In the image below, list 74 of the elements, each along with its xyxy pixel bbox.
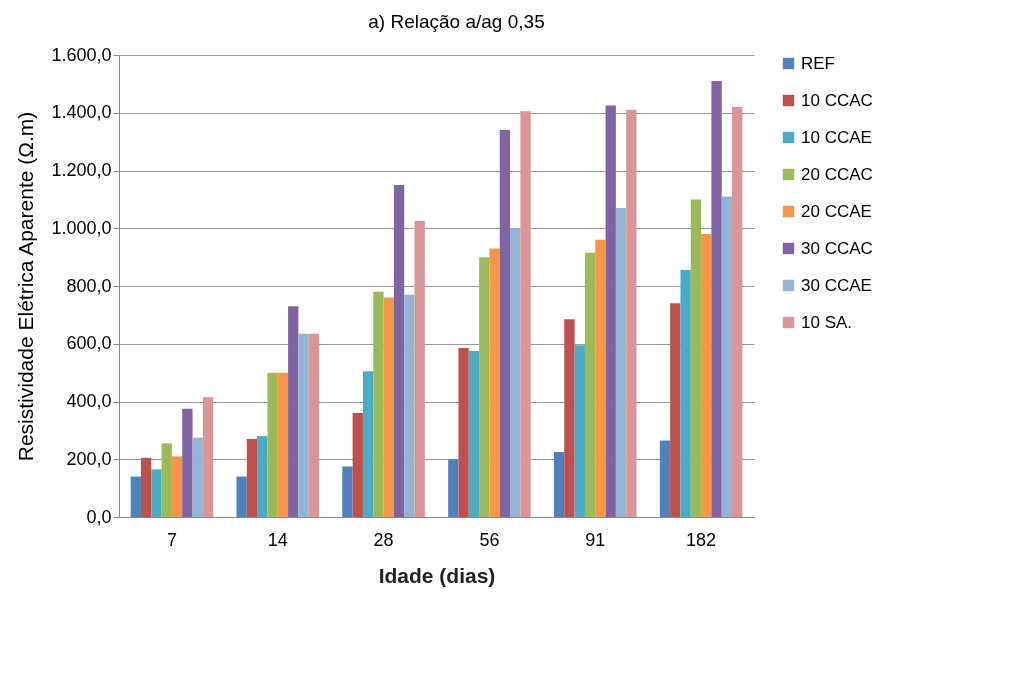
bar (277, 372, 289, 517)
x-axis-title: Idade (dias) (378, 563, 496, 587)
bar (288, 306, 299, 517)
x-tick-label: 14 (267, 529, 288, 550)
bar (701, 234, 712, 517)
legend-label: 30 CCAC (801, 238, 873, 258)
legend-label: 10 CCAE (801, 127, 872, 147)
bar (721, 196, 733, 517)
bar (342, 466, 353, 517)
bar (732, 106, 743, 517)
bar (308, 333, 320, 517)
bar (659, 440, 671, 517)
bar (510, 228, 521, 517)
bar (626, 109, 637, 517)
bar (615, 208, 627, 517)
bar (267, 372, 278, 517)
x-tick-label: 182 (686, 529, 717, 550)
bar (298, 333, 309, 517)
y-tick-label: 1.200,0 (51, 160, 112, 180)
bar (130, 476, 141, 517)
bar (499, 130, 511, 517)
bar (257, 436, 268, 517)
bar (468, 350, 480, 517)
bar (448, 459, 459, 517)
legend-label: 20 CCAE (801, 201, 872, 221)
bar (711, 80, 722, 517)
bar (151, 469, 162, 517)
bar (171, 456, 183, 517)
bar (414, 221, 425, 517)
bar (393, 184, 405, 517)
x-tick-label: 56 (479, 529, 500, 550)
bar (489, 248, 500, 517)
bar (236, 476, 247, 517)
legend-label: 30 CCAE (801, 275, 872, 295)
bar (479, 257, 490, 517)
bar (564, 319, 575, 517)
bar (680, 270, 691, 517)
bar (595, 239, 606, 517)
bar (383, 297, 394, 517)
y-tick-label: 1.400,0 (51, 102, 112, 123)
bar (352, 413, 363, 517)
x-tick-label: 28 (373, 529, 394, 550)
y-tick-label: 1.600,0 (51, 44, 112, 65)
y-tick-label: 600,0 (66, 333, 112, 354)
bar (373, 291, 384, 517)
bar (553, 452, 565, 517)
bar (690, 199, 702, 517)
x-tick-label: 91 (585, 529, 606, 550)
bar (140, 457, 152, 517)
bar (246, 439, 258, 517)
bar (362, 371, 374, 517)
y-tick-label: 800,0 (66, 275, 112, 296)
bar (192, 437, 203, 517)
y-tick-label: 0,0 (86, 506, 112, 527)
bar (574, 345, 585, 517)
bar (161, 443, 172, 517)
y-tick-label: 200,0 (66, 448, 112, 469)
legend-label: REF (801, 53, 835, 73)
x-tick-label: 7 (166, 529, 177, 550)
chart-title: a) Relação a/ag 0,35 (368, 11, 545, 32)
legend-label: 10 SA. (801, 312, 853, 332)
bar (202, 397, 214, 517)
legend-label: 20 CCAC (801, 164, 873, 184)
y-tick-label: 1.000,0 (51, 217, 112, 238)
bar (584, 252, 596, 517)
bar (404, 294, 415, 517)
bar (458, 348, 469, 517)
y-tick-label: 400,0 (66, 391, 112, 411)
bar (182, 408, 193, 517)
legend-label: 10 CCAC (801, 90, 873, 110)
bar (605, 105, 616, 517)
bar (520, 111, 531, 517)
bar (670, 303, 681, 517)
y-axis-title: Resistividade Elétrica Aparente (Ω.m) (14, 111, 38, 462)
